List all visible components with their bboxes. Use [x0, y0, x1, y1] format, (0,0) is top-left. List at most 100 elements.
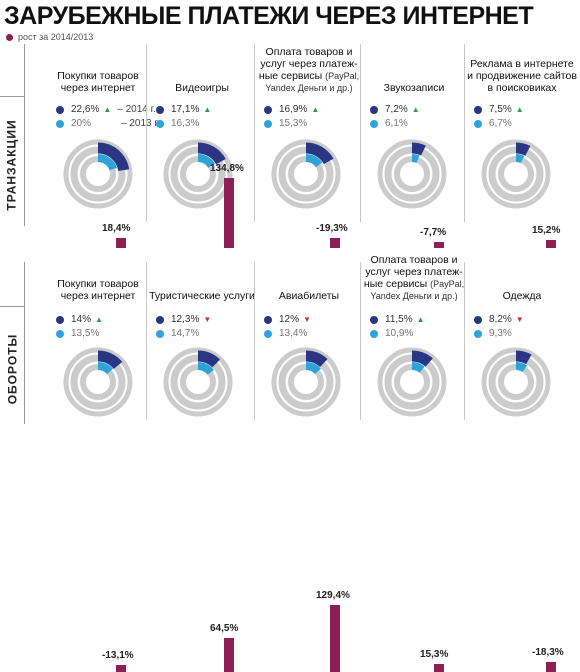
category-column: Оплата товаров и услуг через платеж-ные …: [256, 44, 362, 248]
category-title: Туристические услуги: [148, 262, 256, 302]
category-title-text: Покупки товаров через интернет: [48, 278, 148, 302]
value-2013: 13,5%: [71, 328, 100, 339]
donut-chart: [377, 139, 447, 209]
section-header-rule: [0, 96, 24, 97]
category-label: Одежда: [502, 290, 542, 302]
stat-2014: 14% ▲: [56, 314, 103, 325]
value-2014: 7,5%: [489, 104, 512, 115]
donut-arc-2014: [411, 142, 426, 156]
growth-bar: [546, 662, 556, 672]
dot-2013: [56, 329, 64, 338]
stat-2013: 20% – 2013 г.: [56, 118, 160, 129]
growth-value: 15,2%: [532, 225, 561, 237]
donut-arc-2014: [305, 142, 334, 165]
donut-arc-2014: [197, 142, 226, 165]
dot-2014: [56, 315, 64, 324]
donut-chart: [163, 139, 233, 209]
stat-2014: 7,2% ▲: [370, 104, 420, 115]
dot-2013: [264, 329, 272, 338]
donut-arc-2013: [515, 362, 528, 373]
donut-arc-2013: [305, 362, 321, 375]
dot-2014: [156, 105, 164, 114]
donut-chart: [271, 139, 341, 209]
donut-chart: [481, 139, 551, 209]
ring-track-outer: [377, 139, 447, 209]
category-label: Покупки товаров через интернет: [57, 70, 139, 94]
column-divider: [254, 44, 255, 222]
growth-value: 129,4%: [316, 589, 350, 601]
donut-arc-2014: [97, 142, 130, 172]
arrow-down-icon: ▼: [203, 315, 212, 324]
category-title-text: Авиабилеты: [279, 290, 339, 302]
category-column: Реклама в интернете и продвижение сайтов…: [466, 44, 578, 248]
ring-track-outer: [271, 139, 341, 209]
growth-value: -18,3%: [532, 647, 564, 659]
value-2013: 20%: [71, 118, 92, 129]
category-label: Авиабилеты: [278, 290, 340, 302]
ring-track-outer: [481, 139, 551, 209]
value-2013: 15,3%: [279, 118, 308, 129]
arrow-up-icon: ▲: [515, 105, 524, 114]
growth-bar: [330, 237, 340, 248]
category-title-text: Реклама в интернете и продвижение сайтов…: [466, 58, 578, 94]
dot-2014: [264, 105, 272, 114]
donut-chart: [481, 347, 551, 417]
growth-bar: [116, 238, 126, 248]
category-sublabel: (PayPal, Yandex Деньги и др.): [265, 71, 360, 93]
arrow-up-icon: ▲: [103, 105, 112, 114]
growth-bar: [330, 604, 340, 672]
dot-2014: [264, 315, 272, 324]
column-divider: [146, 44, 147, 222]
ring-track-outer: [271, 347, 341, 417]
arrow-up-icon: ▲: [416, 315, 425, 324]
arrow-up-icon: ▲: [311, 105, 320, 114]
donut-chart: [271, 347, 341, 417]
growth-bar: [546, 240, 556, 248]
column-divider: [254, 262, 255, 420]
value-2014: 12%: [279, 314, 300, 325]
donut-arc-2013: [97, 154, 118, 171]
donut-arc-2014: [197, 350, 220, 368]
donut-arc-2014: [305, 350, 328, 368]
ring-track-inner: [498, 156, 534, 192]
ring-track-inner: [394, 156, 430, 192]
ring-track-outer: [481, 347, 551, 417]
ring-track-outer: [377, 347, 447, 417]
category-title: Покупки товаров через интернет: [48, 262, 148, 302]
section-label-text: ТРАНЗАКЦИИ: [5, 119, 20, 211]
category-label: Звукозаписи: [383, 82, 445, 94]
year-label-2014: – 2014 г.: [117, 104, 156, 115]
stat-2013: 13,5%: [56, 328, 99, 339]
stat-2014: 16,9% ▲: [264, 104, 319, 115]
value-2014: 17,1%: [171, 104, 200, 115]
dot-2013: [156, 119, 164, 128]
page-title: ЗАРУБЕЖНЫЕ ПЛАТЕЖИ ЧЕРЕЗ ИНТЕРНЕТ: [4, 2, 534, 30]
donut-chart: [377, 347, 447, 417]
value-2013: 6,1%: [385, 118, 408, 129]
stat-2013: 6,1%: [370, 118, 408, 129]
category-column: Одежда 8,2% ▼ 9,3% -18,3%: [466, 262, 578, 672]
arrow-up-icon: ▲: [203, 105, 212, 114]
growth-bar: [434, 242, 444, 248]
growth-value: 134,8%: [210, 162, 244, 174]
stat-2014: 12,3% ▼: [156, 314, 211, 325]
growth-value: 18,4%: [102, 223, 131, 235]
value-2013: 16,3%: [171, 118, 200, 129]
ring-track-inner: [394, 364, 430, 400]
category-title-text: Оплата товаров и услуг через платеж-ные …: [256, 46, 362, 94]
section-transactions: ТРАНЗАКЦИИ Покупки товаров через интернет…: [0, 44, 580, 248]
category-column: Покупки товаров через интернет 22,6% ▲ – 20…: [48, 44, 160, 248]
category-label: Оплата товаров и услуг через платеж-ные …: [363, 254, 463, 290]
value-2014: 12,3%: [171, 314, 200, 325]
dot-2014: [474, 105, 482, 114]
category-title-text: Оплата товаров и услуг через платеж-ные …: [362, 254, 466, 302]
stat-2014: 7,5% ▲: [474, 104, 524, 115]
ring-track-outer: [163, 347, 233, 417]
value-2013: 9,3%: [489, 328, 512, 339]
dot-2014: [370, 105, 378, 114]
donut-chart: [163, 347, 233, 417]
category-title: Оплата товаров и услуг через платеж-ные …: [256, 46, 362, 94]
stat-2014: 12% ▼: [264, 314, 311, 325]
legend-label: рост за 2014/2013: [18, 32, 94, 42]
growth-bar: [224, 638, 234, 672]
